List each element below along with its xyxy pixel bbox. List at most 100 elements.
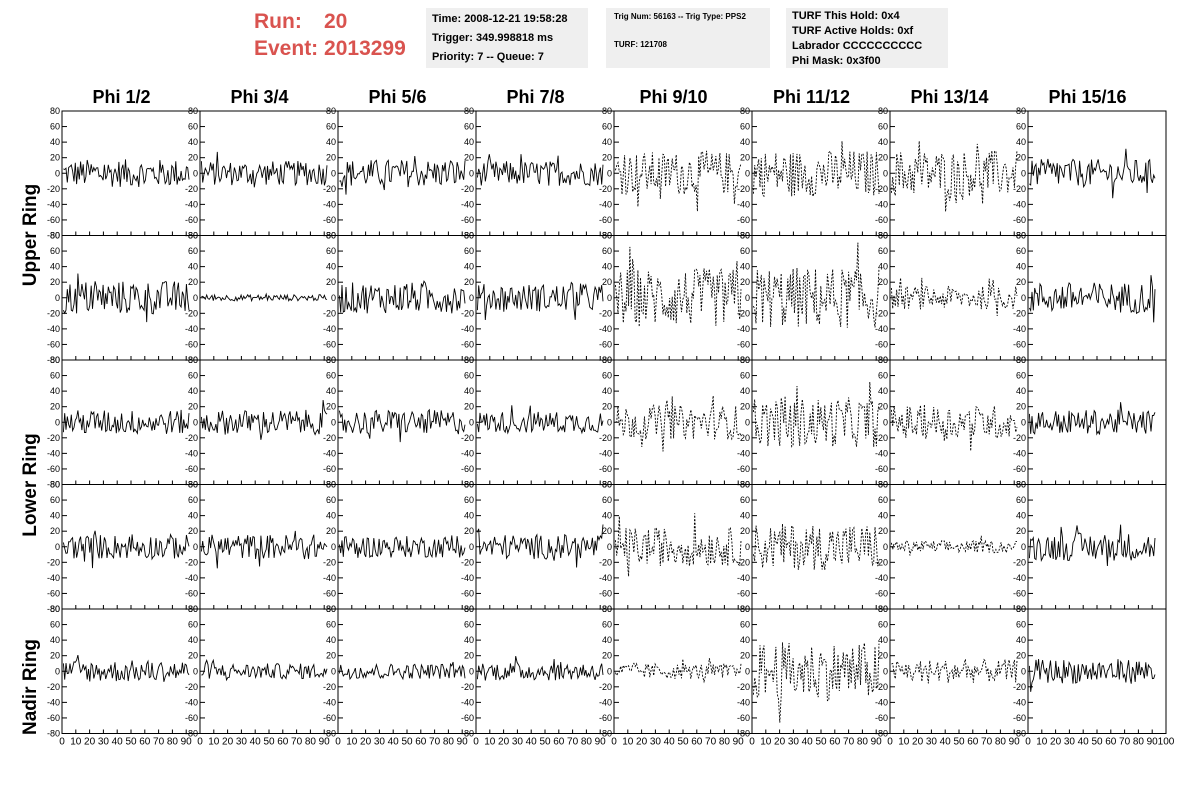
y-tick-label: -60 — [323, 215, 336, 225]
y-tick-label: 60 — [602, 246, 612, 256]
y-tick-label: 60 — [326, 495, 336, 505]
y-tick-label: -40 — [47, 573, 60, 583]
y-tick-label: 80 — [740, 106, 750, 116]
x-tick-label: 10 — [622, 737, 634, 748]
y-tick-label: 20 — [50, 526, 60, 536]
x-tick-label: 70 — [153, 737, 165, 748]
waveform-trace — [200, 399, 328, 440]
y-tick-label: -60 — [737, 215, 750, 225]
y-tick-label: 20 — [464, 526, 474, 536]
y-tick-label: 40 — [464, 511, 474, 521]
y-tick-label: 60 — [464, 620, 474, 630]
y-tick-label: 40 — [188, 262, 198, 272]
y-tick-label: -60 — [1013, 464, 1026, 474]
waveform-trace — [890, 404, 1018, 452]
y-tick-label: -40 — [323, 448, 336, 458]
waveform-trace — [476, 281, 604, 321]
y-tick-label: -60 — [599, 588, 612, 598]
y-tick-label: 20 — [740, 526, 750, 536]
x-tick-label: 50 — [1091, 737, 1103, 748]
waveform-trace — [752, 642, 880, 723]
x-tick-label: 30 — [98, 737, 110, 748]
y-tick-label: 80 — [602, 106, 612, 116]
y-tick-label: 60 — [50, 122, 60, 132]
y-tick-label: 20 — [1016, 277, 1026, 287]
waveform-trace — [1029, 148, 1156, 199]
y-tick-label: -60 — [185, 588, 198, 598]
x-tick-label: 40 — [250, 737, 262, 748]
y-tick-label: 20 — [326, 402, 336, 412]
waveform-trace — [476, 154, 604, 187]
y-tick-label: 0 — [193, 417, 198, 427]
y-tick-label: 60 — [878, 371, 888, 381]
x-tick-label: 70 — [567, 737, 579, 748]
y-tick-label: -20 — [1013, 557, 1026, 567]
y-tick-label: 40 — [1016, 386, 1026, 396]
y-tick-label: 40 — [602, 386, 612, 396]
y-tick-label: 80 — [602, 480, 612, 490]
y-tick-label: -20 — [47, 308, 60, 318]
y-tick-label: 80 — [1016, 355, 1026, 365]
x-tick-label: 0 — [749, 737, 755, 748]
y-tick-label: -20 — [185, 557, 198, 567]
panel-frame — [613, 484, 753, 610]
x-tick-label: 80 — [305, 737, 317, 748]
y-tick-label: -40 — [875, 324, 888, 334]
y-tick-label: -60 — [461, 588, 474, 598]
y-tick-label: 0 — [55, 417, 60, 427]
y-tick-label: 80 — [878, 355, 888, 365]
y-tick-label: 0 — [55, 666, 60, 676]
y-tick-label: 20 — [188, 651, 198, 661]
phi-mask-text: Phi Mask: 0x3f00 — [792, 55, 881, 67]
x-tick-label: 90 — [1009, 737, 1021, 748]
x-tick-label: 90 — [1147, 737, 1159, 748]
y-tick-label: -60 — [185, 339, 198, 349]
event-value: 2013299 — [324, 37, 406, 60]
y-tick-label: -20 — [1013, 433, 1026, 443]
y-tick-label: 60 — [878, 495, 888, 505]
y-tick-label: -20 — [737, 433, 750, 443]
y-tick-label: -40 — [737, 697, 750, 707]
y-tick-label: 0 — [55, 293, 60, 303]
y-tick-label: -60 — [737, 713, 750, 723]
y-tick-label: -20 — [185, 682, 198, 692]
x-tick-label: 80 — [719, 737, 731, 748]
y-tick-label: 40 — [326, 386, 336, 396]
y-tick-label: 40 — [1016, 262, 1026, 272]
y-tick-label: -40 — [323, 573, 336, 583]
waveform-trace — [62, 654, 190, 682]
y-tick-label: 80 — [326, 480, 336, 490]
y-tick-label: -60 — [875, 588, 888, 598]
y-tick-label: -60 — [47, 464, 60, 474]
y-tick-label: -40 — [185, 448, 198, 458]
y-tick-label: 80 — [878, 231, 888, 241]
y-tick-label: -80 — [875, 729, 888, 739]
y-tick-label: 20 — [602, 277, 612, 287]
y-tick-label: 40 — [740, 386, 750, 396]
x-tick-label: 10 — [484, 737, 496, 748]
y-tick-label: -20 — [875, 433, 888, 443]
y-tick-label: 0 — [469, 542, 474, 552]
y-tick-label: 0 — [469, 417, 474, 427]
y-tick-label: 0 — [745, 168, 750, 178]
y-tick-label: 20 — [740, 402, 750, 412]
y-tick-label: 60 — [464, 246, 474, 256]
waveform-trace — [476, 656, 604, 681]
y-tick-label: 60 — [50, 246, 60, 256]
x-tick-label: 20 — [360, 737, 372, 748]
x-tick-label: 40 — [112, 737, 124, 748]
y-tick-label: -60 — [461, 215, 474, 225]
time-info-box: Time: 2008-12-21 19:58:28 Trigger: 349.9… — [426, 8, 588, 68]
y-tick-label: -20 — [461, 433, 474, 443]
y-tick-label: 80 — [188, 480, 198, 490]
x-tick-label: 50 — [539, 737, 551, 748]
y-tick-label: -40 — [599, 324, 612, 334]
y-tick-label: 0 — [883, 293, 888, 303]
x-tick-label: 10 — [760, 737, 772, 748]
y-tick-label: -80 — [461, 729, 474, 739]
event-label: Event: — [254, 37, 319, 60]
y-tick-label: -20 — [599, 308, 612, 318]
y-tick-label: -40 — [1013, 199, 1026, 209]
y-tick-label: -80 — [47, 729, 60, 739]
y-tick-label: 0 — [1021, 417, 1026, 427]
